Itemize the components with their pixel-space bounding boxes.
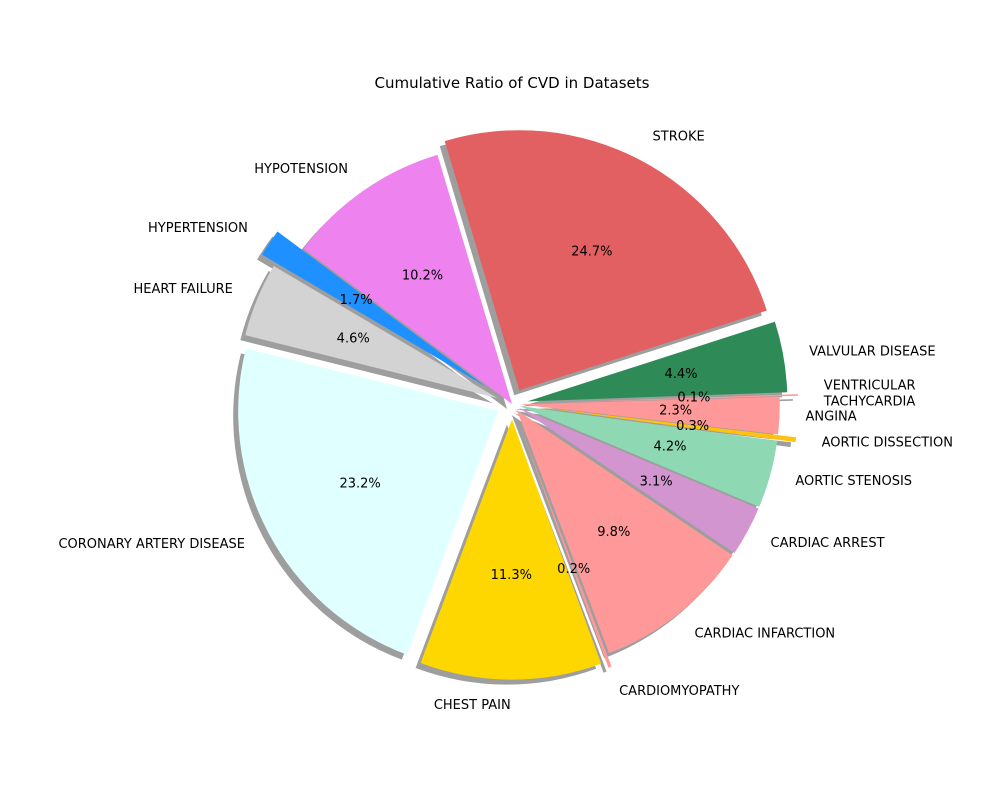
- pie-slices: [238, 130, 798, 680]
- slice-label-angina: ANGINA: [806, 409, 857, 424]
- percent-label-aortic-dissection: 0.3%: [676, 419, 709, 434]
- percent-label-hypertension: 1.7%: [340, 293, 373, 308]
- percent-label-valvular-disease: 4.4%: [664, 367, 697, 382]
- slice-hypertension: [262, 231, 487, 387]
- slice-label-cardiomyopathy: CARDIOMYOPATHY: [619, 684, 739, 699]
- slice-label-hypertension: HYPERTENSION: [148, 221, 248, 236]
- percent-label-heart-failure: 4.6%: [337, 332, 370, 347]
- slice-label-hypotension: HYPOTENSION: [254, 162, 348, 177]
- percent-label-chest-pain: 11.3%: [491, 568, 532, 583]
- percent-label-stroke: 24.7%: [571, 245, 612, 260]
- slice-heart-failure: [245, 265, 498, 399]
- slice-cardiac-arrest: [518, 407, 759, 553]
- slice-label-heart-failure: HEART FAILURE: [133, 282, 232, 297]
- slice-ventricular-tachycardia: [537, 394, 798, 404]
- percent-labels: 4.4% 24.7% 10.2% 1.7% 4.6% 23.2% 11.3% 0.2% 9.8%…: [337, 245, 711, 583]
- slice-stroke: [444, 130, 767, 391]
- slice-label-coronary-artery-disease: CORONARY ARTERY DISEASE: [58, 537, 245, 552]
- slice-angina: [519, 396, 780, 435]
- percent-label-aortic-stenosis: 4.2%: [653, 440, 686, 455]
- percent-label-cardiac-arrest: 3.1%: [640, 474, 673, 489]
- slice-cardiomyopathy: [519, 423, 612, 668]
- slice-coronary-artery-disease: [238, 348, 499, 655]
- slice-label-valvular-disease: VALVULAR DISEASE: [809, 345, 935, 360]
- slice-label-cardiac-infarction: CARDIAC INFARCTION: [695, 627, 836, 642]
- slice-label-ventricular-tachycardia: VENTRICULAR TACHYCARDIA: [823, 379, 916, 410]
- slice-aortic-dissection: [537, 407, 797, 443]
- slice-label-stroke: STROKE: [653, 130, 705, 145]
- percent-label-hypotension: 10.2%: [402, 269, 443, 284]
- slice-chest-pain: [420, 419, 602, 680]
- slice-label-chest-pain: CHEST PAIN: [434, 698, 511, 713]
- percent-label-cardiomyopathy: 0.2%: [557, 562, 590, 577]
- percent-label-ventricular-tachycardia: 0.1%: [677, 391, 710, 406]
- slice-label-aortic-stenosis: AORTIC STENOSIS: [795, 474, 912, 489]
- slice-aortic-stenosis: [519, 406, 778, 507]
- slice-labels: VALVULAR DISEASE STROKE HYPOTENSION HYPERTE…: [58, 130, 953, 713]
- slice-label-cardiac-arrest: CARDIAC ARREST: [771, 536, 885, 551]
- chart-title: Cumulative Ratio of CVD in Datasets: [375, 74, 650, 92]
- percent-label-angina: 2.3%: [659, 404, 692, 419]
- slice-cardiac-infarction: [516, 410, 733, 654]
- slice-label-aortic-dissection: AORTIC DISSECTION: [822, 435, 953, 450]
- slice-valvular-disease: [527, 321, 788, 402]
- slice-hypotension: [303, 154, 512, 404]
- percent-label-coronary-artery-disease: 23.2%: [339, 476, 380, 491]
- percent-label-cardiac-infarction: 9.8%: [597, 525, 630, 540]
